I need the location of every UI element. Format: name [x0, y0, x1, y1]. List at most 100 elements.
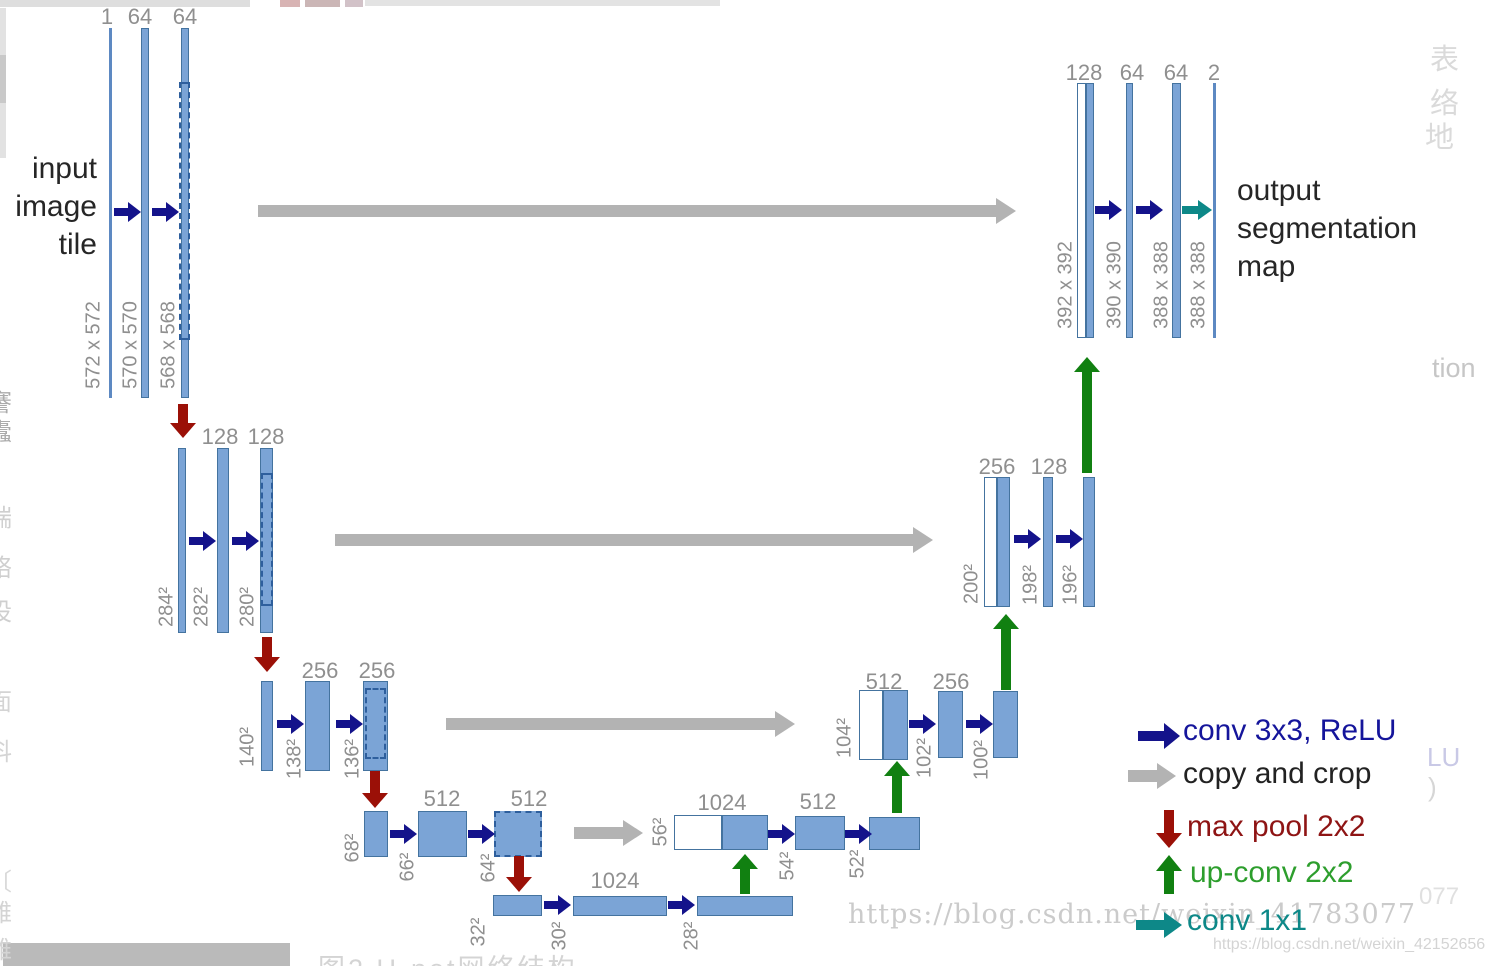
maxpool-arrow-icon: [170, 404, 196, 438]
conv-arrow-icon: [845, 824, 872, 844]
copy-arrow-icon: [258, 198, 1016, 224]
background-page-text-fragment: 抖: [0, 732, 12, 767]
background-page-text-fragment: tion: [1432, 353, 1476, 383]
background-noise-fragment: [305, 0, 340, 7]
background-page-text-fragment: 雏: [0, 930, 12, 965]
feature-map-bar: [869, 817, 920, 850]
channel-count-label: 128: [1030, 454, 1068, 479]
output-annotation: output segmentation map: [1237, 172, 1417, 286]
conv-arrow-icon: [966, 714, 993, 734]
feature-map-bar: [1043, 477, 1053, 607]
size-label: 102²: [913, 737, 936, 779]
copy-arrow-icon: [574, 820, 643, 846]
feature-map-bar: [859, 690, 883, 760]
channel-count-label: 512: [799, 789, 837, 814]
background-page-text-fragment: 謇: [0, 383, 12, 418]
background-page-text-fragment: 077: [1419, 883, 1460, 910]
conv-arrow-icon: [1136, 200, 1163, 220]
channel-count-label: 512: [865, 669, 903, 694]
feature-map-bar: [418, 811, 467, 857]
conv-arrow-icon: [468, 824, 495, 844]
conv1x1-arrow-icon: [1136, 912, 1182, 938]
conv-arrow-icon: [1138, 723, 1180, 749]
size-label: 56²: [649, 817, 672, 847]
watermark-text: https://blog.csdn.net/weixin_41783077: [848, 899, 1417, 930]
conv-arrow-icon: [1095, 200, 1122, 220]
channel-count-label: 128: [247, 424, 285, 449]
size-label: 572 x 572: [82, 301, 105, 389]
feature-map-bar: [883, 690, 908, 760]
legend-label-conv1x1: conv 1x1: [1187, 904, 1308, 937]
conv-arrow-icon: [114, 202, 141, 222]
size-label: 100²: [970, 739, 993, 781]
feature-map-bar: [1213, 83, 1216, 338]
maxpool-arrow-icon: [362, 771, 388, 808]
background-page-text-fragment: 络: [0, 548, 12, 583]
feature-map-bar: [364, 811, 388, 857]
channel-count-label: 256: [358, 658, 396, 683]
background-page-text-fragment: LU: [1427, 742, 1461, 772]
feature-map-bar: [1083, 477, 1095, 607]
feature-map-bar: [984, 477, 997, 607]
legend-label-maxpool: max pool 2x2: [1187, 810, 1366, 843]
channel-count-label: 256: [978, 454, 1016, 479]
background-page-text-fragment: 蠹: [0, 412, 12, 447]
feature-map-bar: [573, 896, 667, 916]
copy-arrow-icon: [335, 527, 933, 553]
channel-count-label: 64: [1119, 60, 1145, 85]
channel-count-label: 64: [172, 4, 198, 29]
background-page-text-fragment: 表: [1430, 44, 1460, 76]
channel-count-label: 512: [510, 786, 548, 811]
conv-arrow-icon: [768, 824, 795, 844]
conv-arrow-icon: [390, 824, 417, 844]
conv-arrow-icon: [1056, 529, 1083, 549]
conv1x1-arrow-icon: [1182, 200, 1212, 220]
conv-arrow-icon: [909, 714, 936, 734]
feature-map-bar: [494, 811, 542, 857]
conv-arrow-icon: [277, 714, 304, 734]
feature-map-bar: [261, 681, 273, 771]
channel-count-label: 128: [1065, 60, 1103, 85]
feature-map-bar: [795, 816, 845, 850]
feature-map-bar: [178, 448, 186, 633]
conv-arrow-icon: [152, 202, 179, 222]
background-page-text-fragment: 〔: [0, 862, 12, 897]
background-noise-fragment: [365, 0, 720, 6]
feature-map-bar: [997, 477, 1010, 607]
feature-map-bar: [1126, 83, 1133, 338]
legend-label-copy-crop: copy and crop: [1183, 757, 1372, 790]
size-label: 104²: [833, 717, 856, 759]
feature-map-bar: [1172, 83, 1181, 338]
size-label: 390 x 390: [1103, 241, 1126, 329]
background-noise-fragment: [0, 0, 250, 7]
channel-count-label: 128: [201, 424, 239, 449]
conv-arrow-icon: [1014, 529, 1041, 549]
size-label: 284²: [155, 586, 178, 628]
crop-region-outline: [365, 688, 386, 759]
channel-count-label: 2: [1207, 60, 1221, 85]
size-label: 68²: [341, 833, 364, 863]
maxpool-arrow-icon: [254, 637, 280, 672]
size-label: 140²: [236, 726, 259, 768]
size-label: 54²: [776, 851, 799, 881]
feature-map-bar: [363, 681, 388, 771]
feature-map-bar: [493, 895, 542, 916]
size-label: 66²: [396, 852, 419, 882]
channel-count-label: 256: [932, 669, 970, 694]
output-annotation-line: map: [1237, 250, 1296, 283]
upconv-arrow-icon: [1156, 855, 1182, 895]
size-label: 64²: [477, 853, 500, 883]
input-annotation: input image tile: [2, 150, 97, 264]
input-annotation-line: image: [15, 190, 97, 223]
channel-count-label: 64: [127, 4, 153, 29]
size-label: 570 x 570: [119, 301, 142, 389]
background-page-text-fragment: 雏: [0, 893, 12, 928]
size-label: 138²: [283, 738, 306, 780]
feature-map-bar: [141, 28, 149, 398]
feature-map-bar: [674, 815, 722, 850]
conv-arrow-icon: [336, 714, 363, 734]
channel-count-label: 1024: [590, 868, 640, 893]
feature-map-bar: [938, 691, 963, 758]
watermark-text-small: https://blog.csdn.net/weixin_42152656: [1213, 936, 1486, 953]
legend-label-conv3x3: conv 3x3, ReLU: [1183, 714, 1397, 747]
